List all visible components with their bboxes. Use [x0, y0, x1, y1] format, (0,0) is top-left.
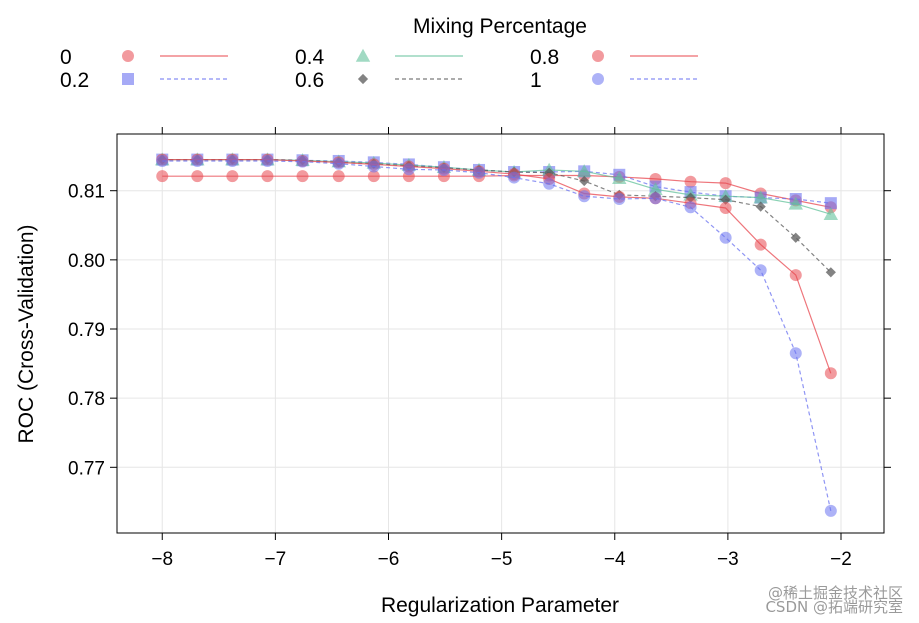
legend: 00.2 0.40.6 0.81: [60, 46, 698, 92]
y-tick-label: 0.77: [68, 458, 105, 479]
x-tick-label: −7: [265, 549, 287, 570]
data-point: [367, 160, 380, 173]
data-point: [296, 170, 309, 183]
legend-item: 0.4: [295, 46, 463, 69]
y-tick-label: 0.81: [68, 182, 105, 203]
legend-label: 0.2: [60, 69, 89, 92]
data-point: [753, 190, 768, 204]
data-point: [719, 231, 732, 244]
watermark-line-2: CSDN @拓端研究室: [765, 598, 903, 616]
data-point: [191, 170, 204, 183]
y-axis-label: ROC (Cross-Validation): [15, 225, 38, 444]
legend-label: 0.6: [295, 69, 324, 92]
data-point: [226, 154, 239, 167]
legend-label: 1: [530, 69, 542, 92]
grid-lines: [117, 134, 884, 533]
data-point: [577, 164, 592, 178]
x-tick-label: −5: [491, 549, 513, 570]
data-point: [825, 267, 836, 278]
data-point: [473, 166, 486, 179]
series-group: [155, 152, 839, 517]
data-point: [332, 157, 345, 170]
x-tick-label: −6: [378, 549, 400, 570]
data-point: [156, 154, 169, 167]
data-point: [755, 201, 766, 212]
data-point: [788, 196, 803, 210]
legend-marker: [355, 48, 371, 62]
legend-marker: [592, 50, 604, 62]
data-point: [754, 238, 767, 251]
data-point: [191, 154, 204, 167]
data-point: [719, 177, 732, 190]
plot-frame: [116, 133, 885, 534]
legend-marker: [122, 50, 134, 62]
data-point: [789, 269, 802, 282]
data-point: [261, 154, 274, 167]
data-point: [648, 182, 663, 196]
legend-item: 0: [60, 46, 228, 69]
legend-label: 0.8: [530, 46, 559, 69]
data-point: [824, 504, 837, 517]
data-point: [402, 163, 415, 176]
series-line: [162, 159, 832, 273]
data-point: [578, 190, 591, 203]
y-tick-label: 0.78: [68, 389, 105, 410]
legend-marker: [592, 73, 604, 85]
x-tick-label: −3: [717, 549, 739, 570]
data-point: [720, 194, 731, 205]
data-point: [543, 177, 556, 190]
legend-title: Mixing Percentage: [413, 15, 587, 38]
data-point: [754, 264, 767, 277]
data-point: [823, 207, 839, 220]
data-point: [508, 171, 521, 184]
data-point: [226, 170, 239, 183]
x-tick-label: −8: [151, 549, 173, 570]
data-point: [684, 175, 697, 188]
data-point: [367, 170, 380, 183]
legend-item: 1: [530, 69, 698, 92]
series-0-2: [156, 153, 837, 210]
data-point: [824, 197, 837, 210]
data-point: [613, 193, 626, 206]
legend-label: 0: [60, 46, 72, 69]
watermark-line-1: @稀土掘金技术社区: [768, 584, 903, 602]
data-point: [579, 175, 590, 187]
axes: −8 −7 −6 −5 −4 −3 −2 0.77 0.78 0.79 0.80 0.81: [68, 127, 891, 570]
data-point: [789, 347, 802, 360]
legend-label: 0.4: [295, 46, 325, 69]
legend-item: 0.2: [60, 69, 228, 92]
data-point: [684, 201, 697, 214]
legend-item: 0.6: [295, 69, 463, 92]
data-point: [790, 232, 801, 243]
legend-marker: [122, 73, 134, 85]
series-0: [156, 169, 837, 214]
legend-marker: [357, 73, 369, 85]
data-point: [296, 155, 309, 168]
data-point: [156, 170, 169, 183]
data-point: [261, 170, 274, 183]
data-point: [437, 163, 450, 176]
series-0-8: [156, 153, 837, 380]
legend-item: 0.8: [530, 46, 698, 69]
x-tick-label: −2: [830, 549, 852, 570]
data-point: [824, 367, 837, 380]
y-tick-label: 0.79: [68, 320, 105, 341]
y-tick-label: 0.80: [68, 251, 105, 272]
data-point: [332, 170, 345, 183]
data-point: [649, 192, 662, 205]
data-point: [719, 201, 732, 214]
data-point: [612, 171, 627, 185]
x-axis-label: Regularization Parameter: [381, 594, 619, 617]
series-1: [156, 154, 837, 517]
x-tick-label: −4: [604, 549, 626, 570]
